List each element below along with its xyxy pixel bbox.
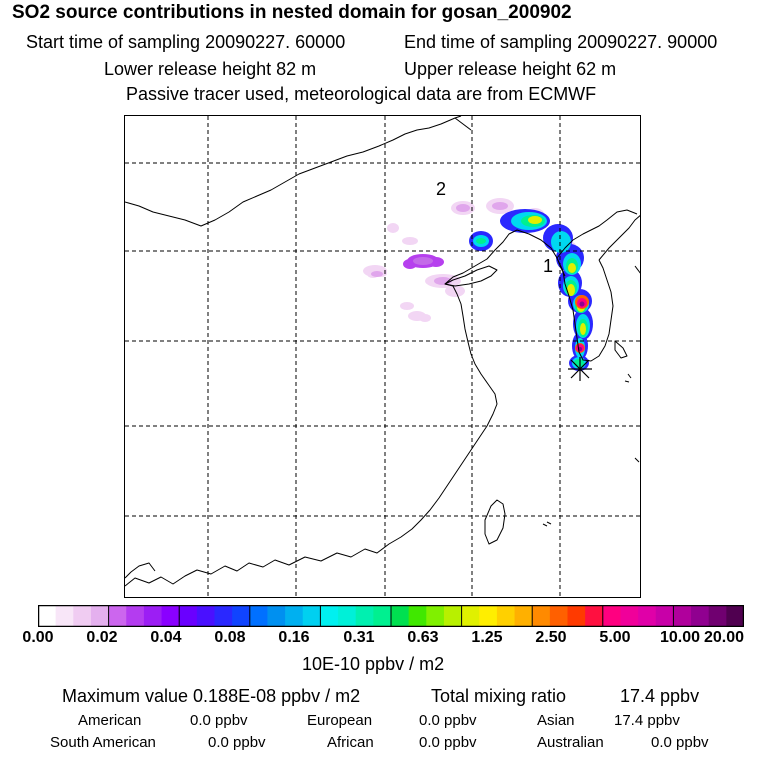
legend-tick-3: 0.08	[214, 629, 246, 646]
grid-lines	[125, 116, 640, 597]
australian-label: Australian	[537, 734, 604, 751]
colorbar-swatch	[108, 605, 127, 627]
colorbar-swatch	[691, 605, 710, 627]
colorbar-swatch	[302, 605, 321, 627]
lower-height-text: Lower release height 82 m	[104, 59, 317, 79]
receptor-marker	[568, 357, 592, 381]
colorbar-swatch	[38, 605, 57, 627]
colorbar-swatch	[585, 605, 604, 627]
colorbar-swatch	[426, 605, 445, 627]
colorbar-swatch	[602, 605, 622, 627]
map-canvas: 2 1	[125, 116, 640, 597]
colorbar-swatch	[532, 605, 551, 627]
map-label-2: 2	[436, 179, 446, 199]
colorbar-swatch	[549, 605, 569, 627]
colorbar-swatch	[408, 605, 427, 627]
colorbar-swatch	[673, 605, 692, 627]
colorbar-swatch	[161, 605, 180, 627]
colorbar-swatch	[638, 605, 657, 627]
total-mixing-label: Total mixing ratio	[431, 686, 567, 706]
legend-tick-11: 20.00	[703, 629, 745, 646]
legend-tick-2: 0.04	[150, 629, 182, 646]
colorbar-swatch	[179, 605, 198, 627]
legend-tick-6: 0.63	[407, 629, 439, 646]
colorbar-swatch	[355, 605, 374, 627]
colorbar-swatch	[496, 605, 516, 627]
colorbar-swatch	[620, 605, 639, 627]
plume-violet-area	[413, 257, 433, 265]
asian-label: Asian	[537, 712, 575, 729]
map-frame: 2 1	[124, 115, 641, 598]
colorbar-swatch	[726, 605, 744, 627]
colorbar-swatch	[232, 605, 251, 627]
legend-tick-5: 0.31	[343, 629, 375, 646]
colorbar-swatch	[461, 605, 480, 627]
legend-tick-8: 2.50	[535, 629, 567, 646]
colorbar-swatch	[267, 605, 286, 627]
legend-tick-10: 10.00	[659, 629, 701, 646]
colorbar-swatch	[249, 605, 269, 627]
colorbar-swatch	[90, 605, 110, 627]
colorbar-swatch	[567, 605, 586, 627]
legend-tick-0: 0.00	[22, 629, 54, 646]
legend-tick-7: 1.25	[471, 629, 503, 646]
colorbar-swatch	[655, 605, 674, 627]
plume-light-area	[371, 202, 508, 285]
legend-tick-4: 0.16	[278, 629, 310, 646]
colorbar-swatch	[338, 605, 357, 627]
colorbar-swatch	[391, 605, 410, 627]
legend-tick-9: 5.00	[599, 629, 631, 646]
colorbar	[38, 605, 744, 627]
colorbar-swatch	[443, 605, 463, 627]
plume-yellow-area	[528, 216, 586, 335]
colorbar-swatch	[143, 605, 163, 627]
colorbar-swatch	[73, 605, 92, 627]
south-american-label: South American	[50, 734, 156, 751]
colorbar-swatch	[479, 605, 498, 627]
tracer-note-text: Passive tracer used, meteorological data…	[126, 84, 597, 104]
colorbar-swatch	[126, 605, 145, 627]
colorbar-swatch	[214, 605, 233, 627]
american-value: 0.0 ppbv	[190, 712, 248, 729]
european-label: European	[307, 712, 373, 729]
american-label: American	[78, 712, 142, 729]
coastline	[125, 116, 640, 587]
colorbar-swatch	[514, 605, 533, 627]
colorbar-border	[38, 605, 744, 627]
colorbar-swatch	[196, 605, 216, 627]
max-value-text: Maximum value 0.188E-08 ppbv / m2	[62, 686, 361, 706]
total-mixing-value: 17.4 ppbv	[620, 686, 700, 706]
australian-value: 0.0 ppbv	[651, 734, 709, 751]
colorbar-swatch	[285, 605, 304, 627]
start-time-text: Start time of sampling 20090227. 60000	[26, 32, 346, 52]
european-value: 0.0 ppbv	[419, 712, 477, 729]
colorbar-swatch	[373, 605, 392, 627]
african-label: African	[327, 734, 374, 751]
colorbar-swatch	[55, 605, 74, 627]
end-time-text: End time of sampling 20090227. 90000	[404, 32, 718, 52]
african-value: 0.0 ppbv	[419, 734, 477, 751]
plot-title: SO2 source contributions in nested domai…	[12, 2, 572, 23]
colorbar-swatch	[320, 605, 339, 627]
legend-tick-1: 0.02	[86, 629, 118, 646]
legend-unit: 10E-10 ppbv / m2	[302, 654, 445, 674]
south-american-value: 0.0 ppbv	[208, 734, 266, 751]
plume-layer	[363, 198, 593, 371]
map-label-1: 1	[543, 256, 553, 276]
colorbar-swatch	[708, 605, 727, 627]
asian-value: 17.4 ppbv	[614, 712, 680, 729]
upper-height-text: Upper release height 62 m	[404, 59, 617, 79]
